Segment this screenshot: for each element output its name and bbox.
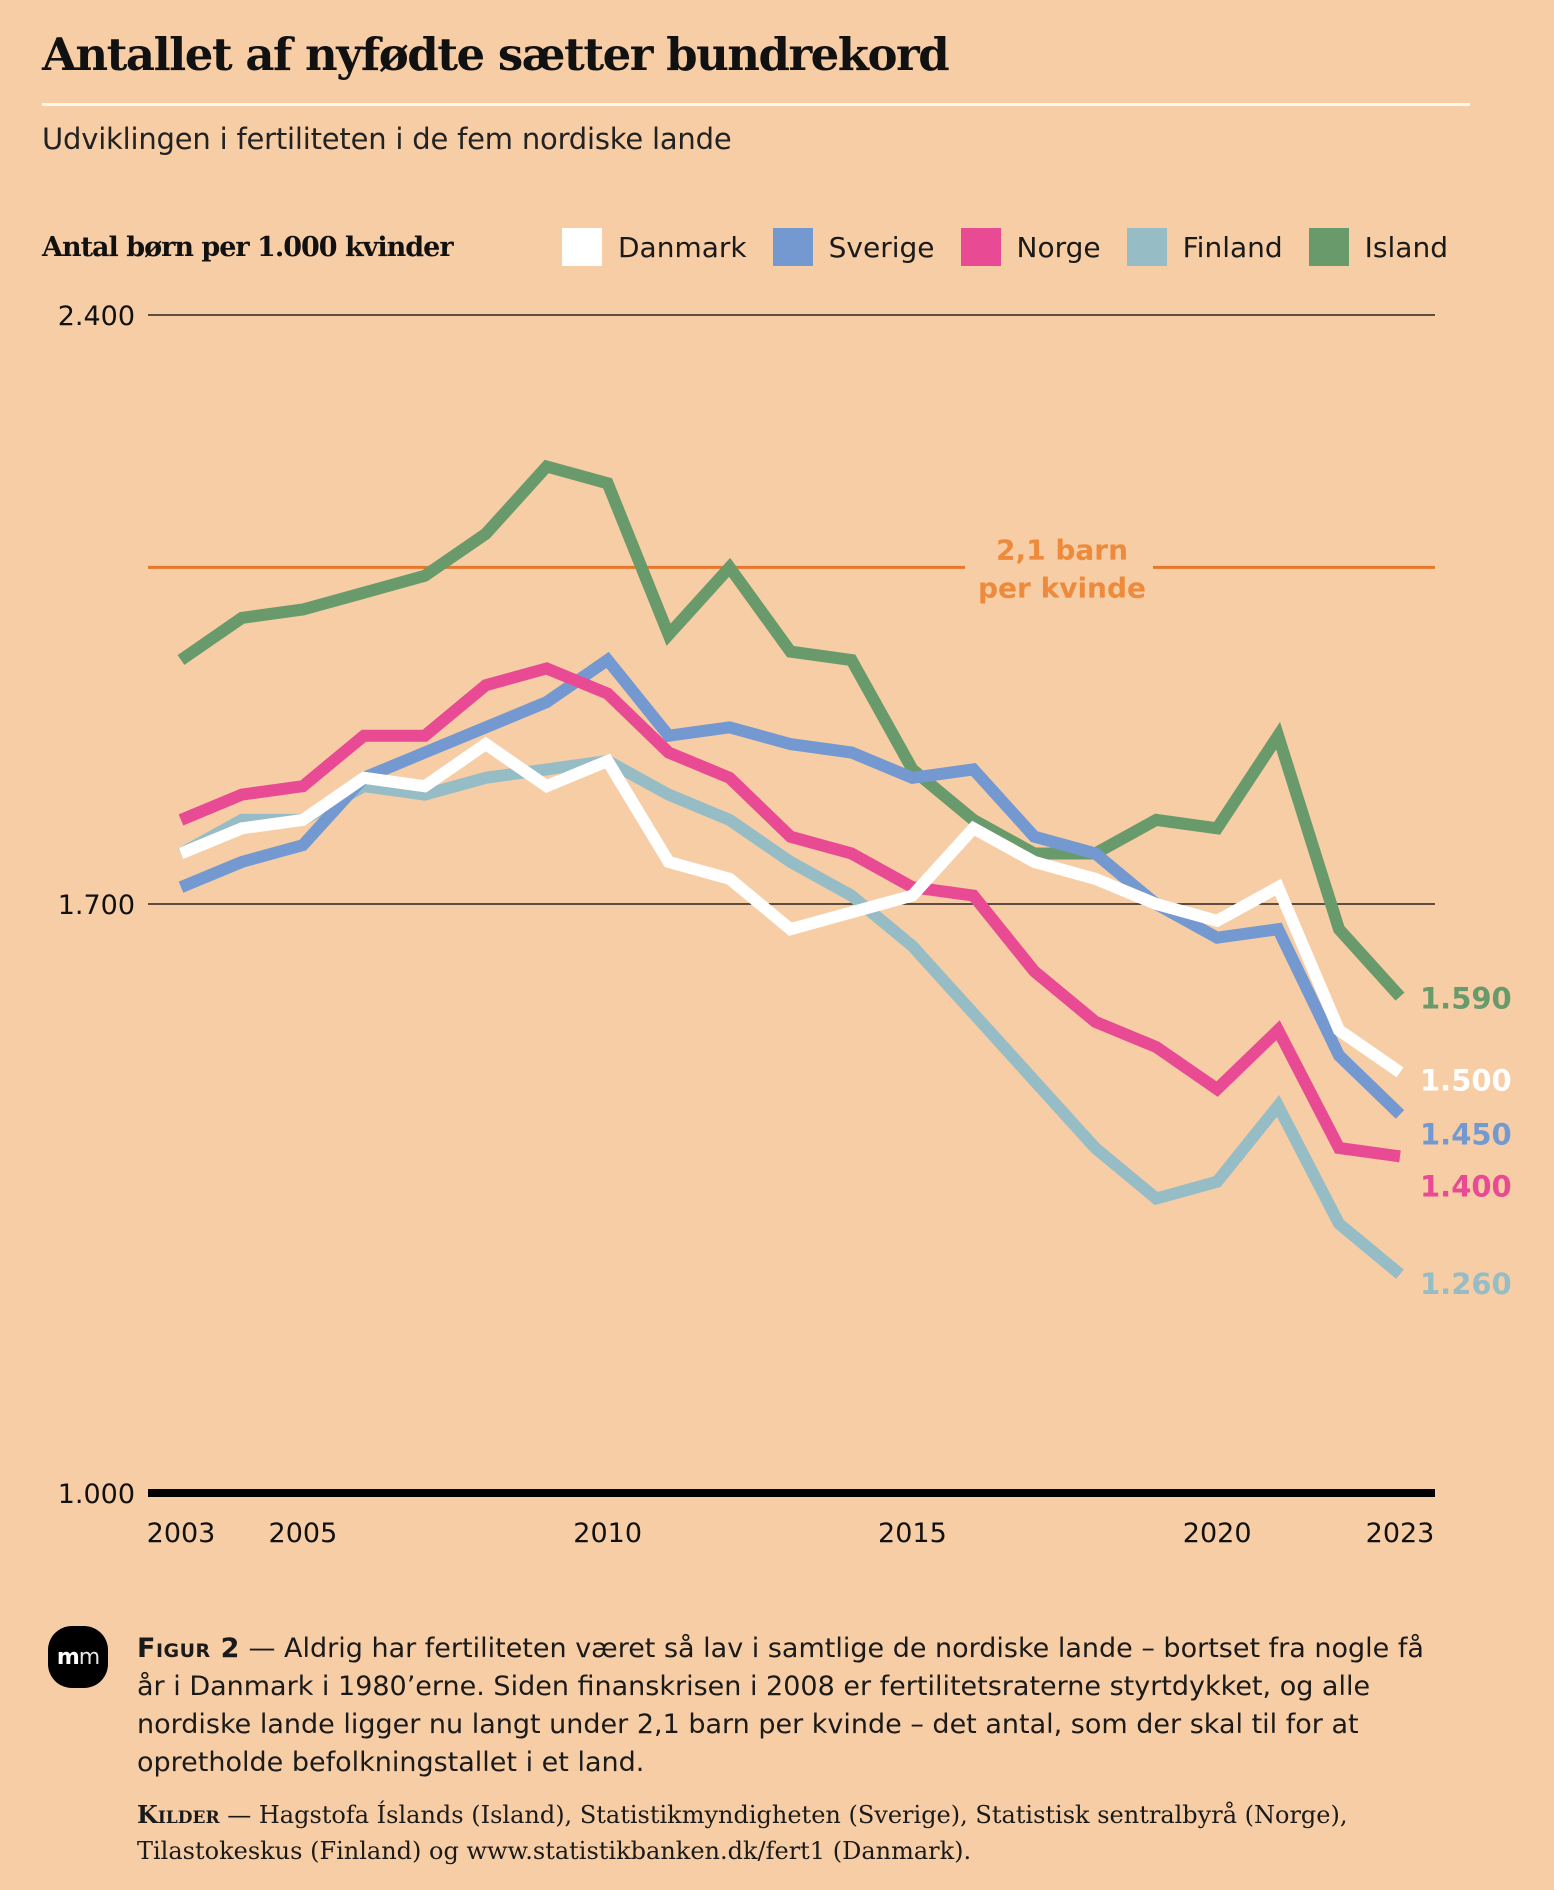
x-tick-label: 2020	[1183, 1518, 1252, 1549]
legend-item-sverige: Sverige	[772, 228, 935, 266]
legend-item-norge: Norge	[960, 228, 1101, 266]
x-tick-label: 2003	[147, 1518, 216, 1549]
legend-swatch	[772, 228, 813, 266]
end-label-finland: 1.260	[1420, 1267, 1512, 1301]
legend-item-danmark: Danmark	[562, 228, 747, 266]
reference-label-line1: 2,1 barn	[996, 533, 1128, 566]
end-label-island: 1.590	[1420, 982, 1512, 1016]
end-label-sverige: 1.450	[1420, 1117, 1512, 1151]
figure-caption: Figur 2 — Aldrig har fertiliteten været …	[137, 1630, 1427, 1782]
series-line-danmark	[178, 736, 1404, 1078]
series-line-sverige	[178, 651, 1405, 1119]
legend-item-finland: Finland	[1126, 228, 1283, 266]
logo-bold-m: m	[56, 1644, 80, 1670]
legend-label: Finland	[1182, 230, 1283, 264]
figure-text: — Aldrig har fertiliteten været så lav i…	[137, 1633, 1424, 1778]
end-label-danmark: 1.500	[1420, 1063, 1512, 1097]
x-tick-label: 2005	[269, 1518, 338, 1549]
chart-title: Antallet af nyfødte sætter bundrekord	[42, 28, 950, 81]
x-tick-label: 2010	[573, 1518, 642, 1549]
legend-swatch	[1126, 228, 1167, 266]
legend-label: Danmark	[618, 230, 747, 264]
legend-item-island: Island	[1308, 228, 1448, 266]
legend-label: Norge	[1016, 230, 1101, 264]
reference-label-line2: per kvinde	[978, 571, 1146, 604]
legend: Danmark Sverige Norge Finland Island	[562, 228, 1448, 266]
y-tick-label: 1.000	[58, 1479, 135, 1510]
y-tick-label: 2.400	[58, 301, 135, 332]
legend-swatch	[562, 228, 602, 266]
sources: Kilder — Hagstofa Íslands (Island), Stat…	[137, 1797, 1487, 1869]
series-line-island	[177, 459, 1405, 1001]
x-tick-label: 2015	[878, 1518, 947, 1549]
x-tick-label: 2023	[1366, 1518, 1435, 1549]
title-divider	[42, 103, 1470, 106]
logo-light-m: m	[78, 1644, 100, 1670]
series-line-finland	[178, 754, 1404, 1279]
series-line-norge	[178, 662, 1401, 1163]
sources-text: — Hagstofa Íslands (Island), Statistikmy…	[137, 1801, 1348, 1865]
chart-subtitle: Udviklingen i fertiliteten i de fem nord…	[42, 122, 732, 156]
y-axis-title: Antal børn per 1.000 kvinder	[42, 232, 454, 263]
y-tick-label: 1.700	[58, 890, 135, 921]
sources-label: Kilder	[137, 1800, 220, 1829]
legend-swatch	[960, 228, 1001, 266]
figure-label: Figur 2	[137, 1633, 240, 1664]
legend-label: Island	[1364, 230, 1448, 264]
legend-label: Sverige	[828, 230, 935, 264]
legend-swatch	[1308, 228, 1349, 266]
end-label-norge: 1.400	[1420, 1169, 1512, 1203]
line-chart: 1.000 1.700 2.400 2003 2005 2010 2015 2020 2023 2…	[58, 301, 1512, 1549]
